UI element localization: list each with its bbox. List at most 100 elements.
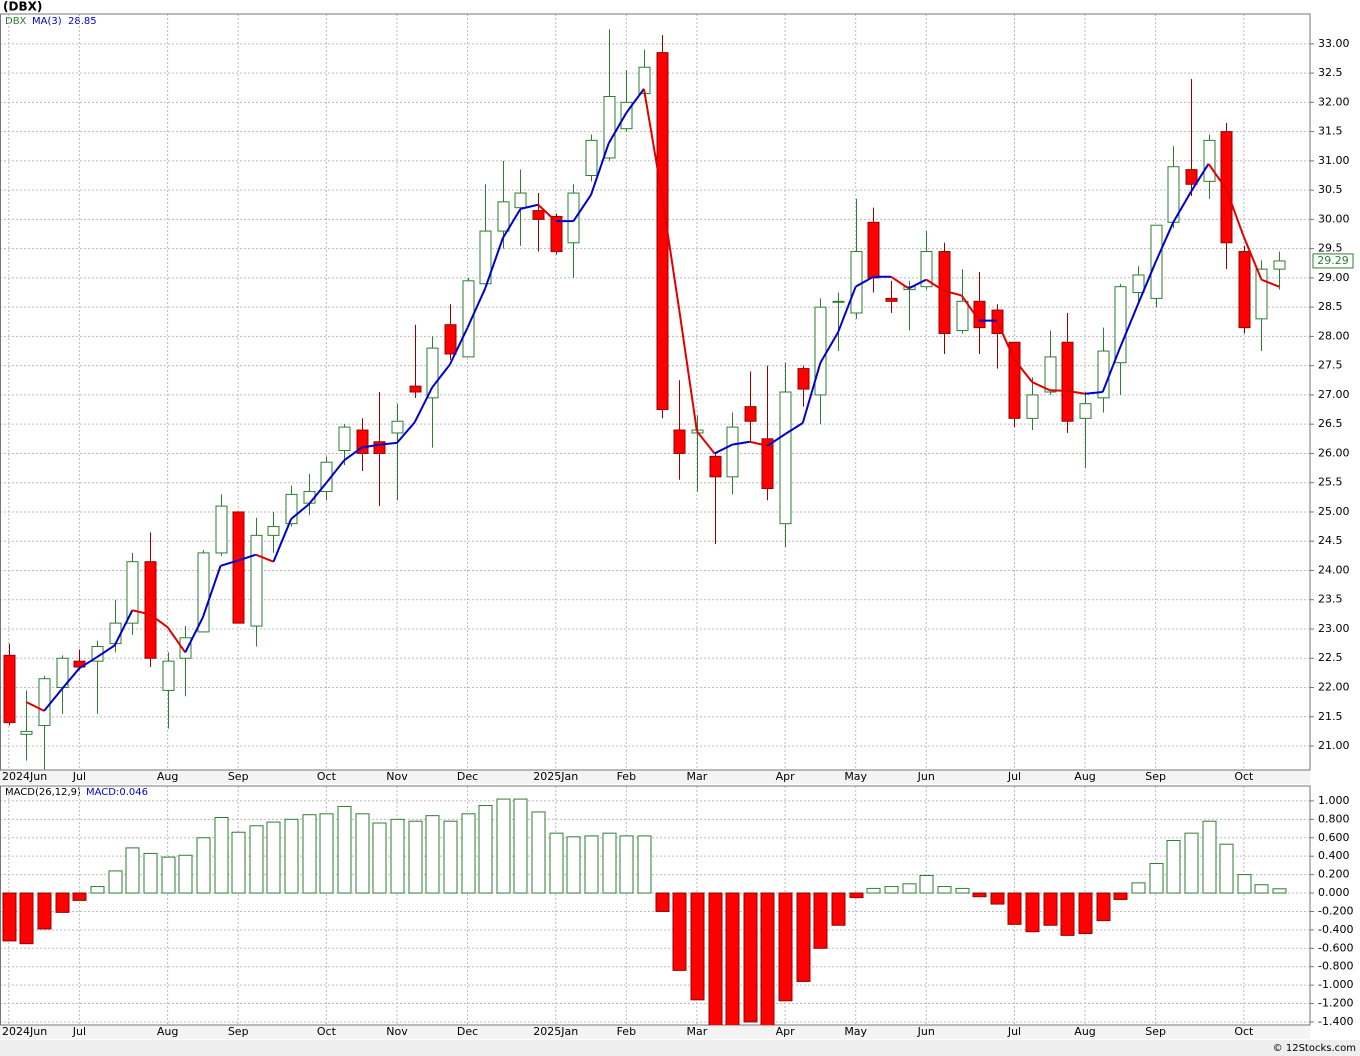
macd-bar	[1272, 888, 1287, 894]
macd-bar	[55, 892, 70, 913]
x-tick-label: Aug	[1074, 1025, 1095, 1038]
macd-bar	[249, 825, 264, 894]
x-tick-label: Mar	[687, 1025, 708, 1038]
candle-body	[1026, 394, 1039, 419]
y-tick-label: 0.800	[1318, 812, 1350, 825]
x-tick-label: Feb	[617, 770, 636, 783]
chart-title: (DBX)	[3, 0, 42, 14]
plot-frame	[0, 13, 1311, 771]
macd-bar	[443, 820, 458, 894]
macd-bar	[708, 892, 723, 1025]
candle-body	[1185, 169, 1198, 185]
ma-segment	[607, 112, 628, 144]
ma-segment	[307, 482, 328, 505]
macd-bar	[319, 813, 334, 894]
x-tick-label: Jul	[72, 1025, 86, 1038]
x-tick-label: Sep	[228, 770, 249, 783]
y-tick-label: 27.5	[1318, 359, 1343, 372]
candle-body	[797, 368, 810, 390]
macd-bar	[902, 883, 917, 894]
y-tick-label: 26.5	[1318, 417, 1343, 430]
macd-bar	[955, 887, 970, 894]
macd-bar	[884, 886, 899, 894]
candle-body	[285, 493, 298, 525]
y-tick-label: 27.00	[1318, 388, 1350, 401]
ma-segment	[819, 331, 839, 364]
ma-segment	[1013, 359, 1033, 383]
macd-bar	[19, 892, 34, 945]
y-tick-label: 23.00	[1318, 622, 1350, 635]
ma-segment	[1154, 221, 1175, 263]
candles	[3, 29, 1286, 770]
candle-body	[126, 561, 139, 624]
ma-segment	[343, 446, 363, 462]
x-tick-label: Oct	[1234, 770, 1254, 783]
candle-body	[744, 406, 757, 422]
macd-bar	[1060, 892, 1075, 936]
macd-bar	[584, 835, 599, 894]
ma-segment	[290, 503, 310, 520]
ma-segment	[184, 616, 204, 653]
ma-segment	[78, 656, 98, 670]
candle-body	[620, 101, 633, 130]
last-value-label: 29.29	[1317, 254, 1349, 267]
macd-bar	[143, 852, 158, 894]
ma-segment	[572, 194, 592, 222]
ma-segment	[255, 553, 274, 563]
footer-strip	[0, 1040, 1360, 1056]
ma-segment	[520, 203, 539, 210]
ma-segment	[113, 609, 134, 646]
ma-segment	[590, 142, 610, 196]
x-tick-label: Aug	[157, 770, 178, 783]
macd-bar	[743, 892, 758, 1023]
x-tick-label: Apr	[776, 1025, 796, 1038]
macd-bar	[866, 887, 881, 894]
ma-segment	[1049, 389, 1068, 392]
candle-body	[709, 455, 722, 478]
x-tick-label: Dec	[457, 1025, 478, 1038]
y-tick-label: 23.5	[1318, 593, 1343, 606]
x-tick-label: May	[844, 1025, 867, 1038]
candle-body	[585, 139, 598, 176]
candle-body	[1079, 403, 1092, 419]
macd-bar	[478, 805, 493, 894]
ma-segment	[625, 88, 645, 114]
y-tick-label: -1.200	[1318, 997, 1353, 1010]
ma-segment	[1119, 303, 1139, 348]
y-tick-label: 28.5	[1318, 300, 1343, 313]
y-tick-label: 30.5	[1318, 183, 1343, 196]
candle-body	[779, 391, 792, 525]
macd-bar	[1149, 863, 1164, 894]
candle-body	[1114, 286, 1127, 364]
ma-segment	[201, 565, 222, 618]
y-tick-label: 29.5	[1318, 242, 1343, 255]
candle-body	[462, 280, 475, 358]
ma-segment	[501, 208, 522, 239]
x-tick-label: 2025Jan	[533, 1025, 578, 1038]
candle-body	[867, 221, 880, 279]
y-tick-label: -0.200	[1318, 904, 1353, 917]
macd-bar	[1219, 843, 1234, 894]
macd-bar	[1237, 874, 1252, 894]
y-tick-label: 22.5	[1318, 651, 1343, 664]
y-tick-label: 1.000	[1318, 794, 1350, 807]
macd-bar	[566, 836, 581, 894]
ma-segment	[784, 422, 804, 435]
ma-segment	[766, 433, 786, 447]
ma-segment	[678, 309, 698, 432]
ma-segment	[379, 441, 398, 446]
macd-bar	[990, 892, 1005, 905]
ma-segment	[60, 667, 81, 690]
candle-body	[726, 426, 739, 478]
candle-body	[1061, 341, 1074, 422]
candle-body	[356, 429, 369, 454]
x-tick-label: Aug	[1074, 770, 1095, 783]
x-tick-label: Dec	[457, 770, 478, 783]
x-tick-label: Jul	[1007, 1025, 1021, 1038]
macd-bar	[919, 875, 934, 894]
candle-body	[1044, 356, 1057, 393]
candle-body	[956, 300, 969, 332]
candle-body	[373, 441, 386, 454]
